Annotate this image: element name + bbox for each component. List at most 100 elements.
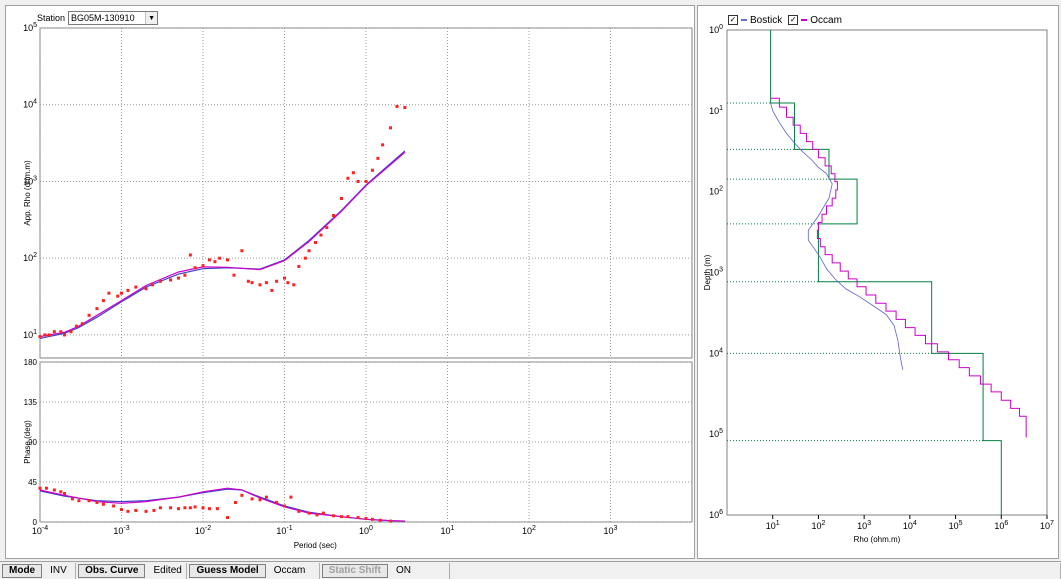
rho-observed-point (364, 179, 368, 183)
rho-observed-point (307, 249, 311, 253)
rho-observed-point (47, 333, 51, 337)
rho-observed-point (292, 283, 296, 287)
phase-observed-point (152, 508, 156, 512)
rho-observed-point (193, 266, 197, 270)
phase-observed-point (356, 516, 360, 520)
station-value: BG05M-130910 (71, 13, 135, 23)
phase-observed-point (321, 511, 325, 515)
occam-checkbox[interactable]: ✓ (788, 15, 799, 25)
phase-observed-point (38, 486, 42, 490)
rho-observed-point (325, 226, 329, 230)
station-dropdown[interactable]: BG05M-130910 ▼ (68, 11, 159, 25)
model-plot-area (726, 29, 1048, 516)
rho-observed-point (319, 233, 323, 237)
rho-observed-point (395, 104, 399, 108)
bostick-checkbox[interactable]: ✓ (728, 15, 738, 25)
phase-observed-point (183, 506, 187, 510)
rho-observed-point (275, 279, 279, 283)
mode-button[interactable]: Mode (2, 563, 43, 578)
phase-y-tick-label: 45 (28, 478, 37, 487)
status-bar: Mode INV Obs. Curve Edited Guess Model O… (0, 561, 1061, 579)
phase-observed-point (332, 514, 336, 518)
phase-observed-point (70, 497, 74, 501)
model-x-tick-label: 101 (766, 520, 780, 531)
rho-observed-point (74, 324, 78, 328)
phase-x-tick-label: 102 (522, 525, 536, 536)
phase-observed-point (370, 517, 374, 521)
rho-observed-point (283, 276, 286, 280)
phase-observed-point (101, 502, 105, 506)
rho-observed-point (207, 258, 211, 262)
rho-observed-point (264, 281, 268, 285)
apparent-resistivity-chart[interactable]: 101 102 103 104 105 App. Rho (ohm.m) (23, 22, 693, 359)
phase-observed-point (264, 495, 268, 499)
phase-observed-point (134, 508, 138, 512)
obs-curve-button[interactable]: Obs. Curve (78, 563, 146, 578)
rho-observed-point (240, 249, 244, 253)
rho-observed-point (150, 283, 154, 287)
rho-observed-point (144, 287, 148, 291)
phase-x-tick-label: 100 (359, 525, 373, 536)
phase-observed-point (193, 505, 197, 509)
rho-observed-point (376, 156, 380, 160)
rho-observed-point (169, 278, 173, 282)
depth-model-chart[interactable]: 100 101 102 103 104 105 106 101 102 103 104 105 106 1… (703, 24, 1054, 544)
phase-observed-point (63, 492, 67, 496)
rho-observed-point (59, 330, 63, 334)
rho-observed-point (107, 291, 111, 295)
phase-observed-point (346, 515, 350, 519)
status-bar-spacer (450, 562, 1061, 579)
phase-observed-point (275, 500, 279, 504)
rho-observed-point (351, 171, 355, 175)
rho-observed-point (201, 264, 205, 268)
mode-value: INV (44, 562, 77, 579)
static-shift-button[interactable]: Static Shift (321, 563, 388, 578)
phase-observed-point (59, 490, 63, 494)
guess-model-value: Occam (268, 562, 320, 579)
model-legend: ✓ Bostick ✓ Occam (728, 14, 842, 26)
rho-observed-point (95, 307, 99, 311)
rho-observed-point (116, 294, 120, 298)
phase-observed-point (44, 486, 48, 490)
rho-observed-point (38, 335, 42, 339)
phase-observed-point (250, 497, 254, 501)
phase-observed-point (95, 500, 99, 504)
depth-tick-label: 105 (709, 428, 723, 439)
phase-observed-point (169, 506, 173, 510)
rho-observed-point (120, 291, 123, 295)
rho-observed-point (403, 106, 407, 110)
rho-observed-point (126, 288, 130, 292)
bostick-legend-swatch (741, 19, 747, 21)
bostick-legend-label: Bostick (750, 14, 783, 26)
phase-chart[interactable]: 10-4 10-3 10-2 10-1 100 101 102 103 0 45 90 135 180 P… (23, 358, 693, 550)
rho-observed-point (246, 279, 250, 283)
rho-observed-point (188, 253, 192, 257)
rho-observed-point (183, 273, 187, 277)
occam-model-line (770, 97, 1027, 438)
chevron-down-icon[interactable]: ▼ (145, 12, 158, 24)
phase-observed-point (378, 518, 382, 522)
rho-observed-point (176, 276, 180, 280)
rho-y-tick-label: 101 (23, 329, 37, 340)
phase-observed-point (364, 516, 368, 520)
phase-y-tick-label: 90 (28, 438, 37, 447)
rho-observed-point (303, 256, 307, 260)
guess-model-button[interactable]: Guess Model (189, 563, 266, 578)
rho-y-tick-label: 104 (23, 99, 37, 110)
phase-observed-point (52, 488, 56, 492)
rho-observed-point (356, 179, 360, 183)
phase-x-tick-label: 10-1 (276, 525, 292, 536)
phase-observed-point (207, 507, 211, 511)
phase-observed-point (226, 516, 230, 520)
phase-x-tick-label: 10-4 (32, 525, 48, 536)
phase-y-tick-label: 180 (24, 358, 38, 367)
occam-legend-label: Occam (810, 14, 842, 26)
phase-x-tick-label: 101 (441, 525, 455, 536)
phase-observed-point (158, 506, 162, 510)
station-selector: Station BG05M-130910 ▼ (37, 11, 159, 25)
rho-observed-point (381, 143, 385, 147)
depth-tick-label: 100 (709, 24, 723, 35)
phase-observed-point (120, 508, 123, 512)
rho-observed-point (218, 256, 222, 260)
